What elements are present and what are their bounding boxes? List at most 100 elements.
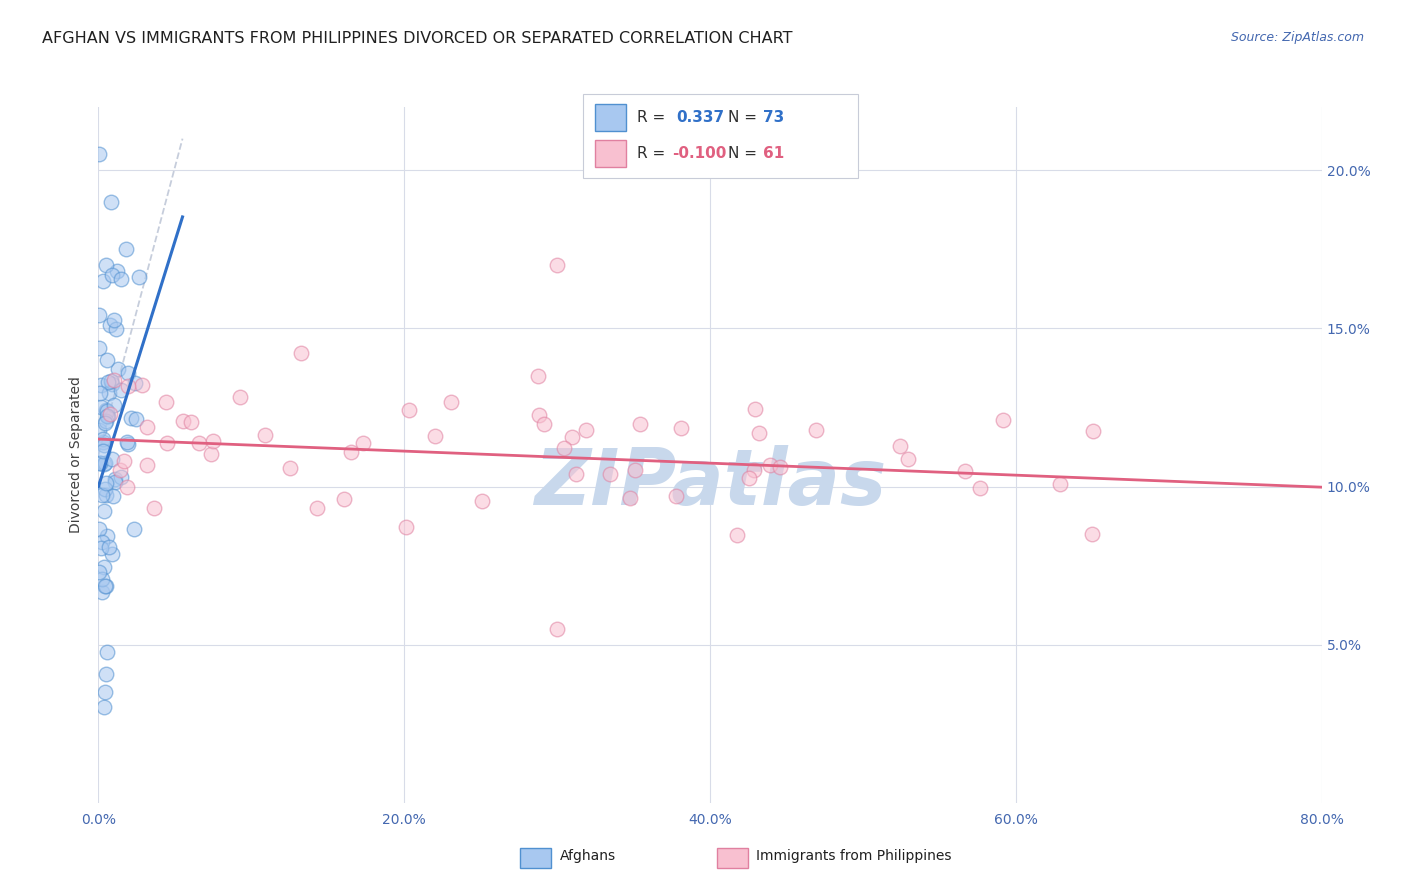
Point: [93, 559, 115, 574]
Point: [93, 700, 115, 714]
Point: [107, 362, 129, 376]
Point: [96, 404, 118, 418]
Point: [565, 467, 588, 481]
Point: [278, 461, 301, 475]
Point: [94, 482, 117, 496]
Point: [94, 258, 117, 272]
Point: [90, 378, 112, 392]
Point: [104, 475, 127, 490]
Point: [96, 352, 118, 367]
Point: [253, 428, 276, 442]
Point: [575, 423, 598, 437]
Y-axis label: Divorced or Separated: Divorced or Separated: [69, 376, 83, 533]
Point: [87, 423, 110, 437]
Point: [100, 375, 122, 389]
Point: [122, 523, 145, 537]
Point: [97, 409, 120, 424]
Point: [742, 463, 765, 477]
Point: [131, 377, 153, 392]
Point: [96, 667, 118, 681]
Point: [110, 272, 132, 286]
Point: [114, 454, 136, 468]
Point: [115, 243, 138, 257]
Point: [91, 274, 114, 288]
Point: [201, 434, 224, 449]
Point: [115, 480, 138, 494]
Point: [101, 451, 124, 466]
Point: [96, 529, 118, 543]
Text: 0.337: 0.337: [676, 111, 724, 125]
Text: -0.100: -0.100: [672, 146, 727, 161]
Text: AFGHAN VS IMMIGRANTS FROM PHILIPPINES DIVORCED OR SEPARATED CORRELATION CHART: AFGHAN VS IMMIGRANTS FROM PHILIPPINES DI…: [42, 31, 793, 46]
Point: [96, 645, 118, 659]
Point: [94, 487, 117, 501]
Point: [91, 584, 114, 599]
Point: [120, 411, 142, 425]
Point: [103, 373, 125, 387]
Point: [748, 425, 770, 440]
Point: [97, 385, 120, 400]
Point: [128, 270, 150, 285]
Point: [87, 566, 110, 580]
Point: [105, 322, 128, 336]
Point: [108, 463, 131, 477]
Point: [599, 467, 621, 482]
Point: [90, 401, 112, 415]
Point: [398, 403, 420, 417]
Point: [953, 464, 976, 478]
Point: [759, 458, 782, 473]
Point: [229, 390, 252, 404]
Text: N =: N =: [728, 146, 762, 161]
Point: [1083, 424, 1105, 438]
Text: 73: 73: [763, 111, 785, 125]
Point: [90, 488, 112, 502]
Point: [90, 541, 112, 555]
Point: [188, 435, 211, 450]
Point: [423, 429, 446, 443]
Point: [105, 264, 128, 278]
Point: [200, 447, 222, 461]
Point: [117, 366, 139, 380]
Point: [553, 441, 575, 455]
Point: [93, 504, 115, 518]
Text: 61: 61: [763, 146, 785, 161]
Point: [471, 493, 494, 508]
Point: [89, 341, 111, 355]
Point: [90, 535, 112, 549]
Point: [117, 435, 139, 450]
Text: R =: R =: [637, 111, 671, 125]
Point: [94, 456, 117, 470]
Point: [101, 268, 124, 282]
Point: [96, 375, 118, 389]
Point: [89, 522, 111, 536]
Point: [100, 547, 122, 561]
Point: [290, 346, 312, 360]
Point: [110, 384, 132, 398]
Point: [136, 420, 159, 434]
Point: [94, 579, 117, 593]
Point: [969, 481, 991, 495]
Point: [671, 420, 693, 434]
Point: [87, 309, 110, 323]
Point: [94, 578, 117, 592]
Point: [307, 500, 329, 515]
Point: [91, 435, 114, 450]
Point: [91, 572, 114, 586]
Point: [124, 376, 146, 391]
Point: [103, 398, 125, 412]
Point: [96, 475, 118, 490]
Point: [143, 501, 166, 516]
Point: [339, 445, 361, 459]
Point: [1049, 476, 1071, 491]
Point: [527, 369, 550, 384]
Point: [93, 457, 115, 471]
Point: [101, 376, 124, 391]
Point: [897, 452, 920, 467]
Point: [94, 403, 117, 417]
Point: [561, 430, 583, 444]
Point: [89, 147, 111, 161]
Point: [619, 491, 641, 506]
Point: [94, 414, 117, 428]
Point: [103, 312, 125, 326]
Point: [98, 318, 121, 332]
